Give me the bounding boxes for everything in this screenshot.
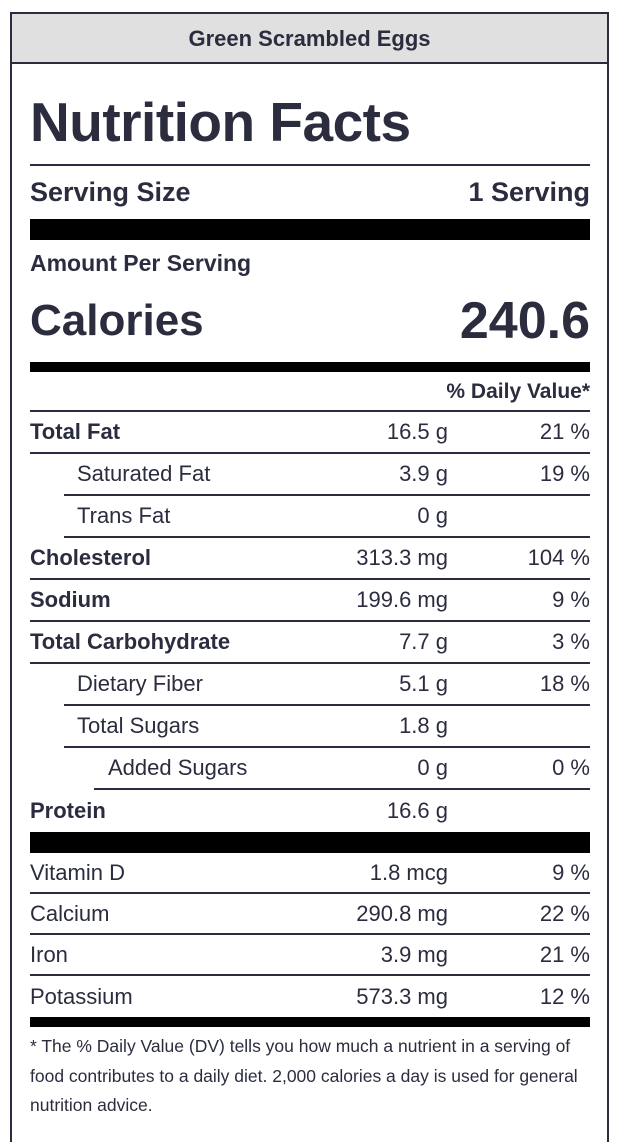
vitamin-amount: 290.8 mg (356, 900, 448, 926)
nutrient-row-added-sugars: Added Sugars 0 g 0 % (94, 748, 590, 790)
medium-divider (30, 1017, 590, 1027)
nutrient-daily-value: 18 % (539, 671, 590, 696)
nutrient-amount: 16.6 g (386, 798, 448, 823)
nutrient-name: Saturated Fat (77, 461, 211, 486)
recipe-title: Green Scrambled Eggs (12, 14, 607, 64)
nutrient-amount: 5.1 g (399, 671, 448, 696)
nutrient-row-trans-fat: Trans Fat 0 g (64, 496, 590, 538)
nutrient-amount: 7.7 g (399, 629, 448, 654)
vitamin-daily-value: 9 % (552, 859, 590, 885)
daily-value-footnote: * The % Daily Value (DV) tells you how m… (30, 1036, 578, 1115)
nutrient-amount: 0 g (417, 755, 448, 780)
nutrient-name: Cholesterol (30, 545, 152, 570)
nutrient-row-sodium: Sodium 199.6 mg 9 % (30, 580, 590, 622)
nutrient-daily-value: 21 % (539, 419, 590, 444)
medium-divider (30, 362, 590, 372)
vitamin-name: Vitamin D (30, 859, 125, 885)
nutrient-amount: 313.3 mg (356, 545, 448, 570)
nutrient-name: Total Sugars (77, 713, 200, 738)
serving-size-label: Serving Size (30, 177, 191, 207)
vitamin-daily-value: 12 % (539, 983, 590, 1009)
nutrient-row-total-carbohydrate: Total Carbohydrate 7.7 g 3 % (30, 622, 590, 664)
vitamin-row-potassium: Potassium 573.3 mg 12 % (30, 976, 590, 1017)
divider (30, 164, 590, 166)
nutrient-amount: 199.6 mg (356, 587, 448, 612)
nutrient-name: Total Fat (30, 419, 121, 444)
nutrient-amount: 3.9 g (399, 461, 448, 486)
vitamin-amount: 573.3 mg (356, 983, 448, 1009)
nutrient-daily-value: 104 % (527, 545, 590, 570)
nutrient-name: Dietary Fiber (77, 671, 203, 696)
nutrient-daily-value: 3 % (552, 629, 590, 654)
vitamin-daily-value: 21 % (539, 941, 590, 967)
nutrient-daily-value: 9 % (552, 587, 590, 612)
serving-size-value: 1 Serving (468, 177, 590, 207)
nutrient-row-protein: Protein 16.6 g (30, 790, 590, 832)
nutrient-name: Trans Fat (77, 503, 171, 528)
nutrient-amount: 1.8 g (399, 713, 448, 738)
thick-divider (30, 832, 590, 853)
daily-value-header: % Daily Value* (30, 372, 590, 412)
vitamin-amount: 3.9 mg (380, 941, 448, 967)
nutrient-amount: 0 g (417, 503, 448, 528)
vitamin-daily-value: 22 % (539, 900, 590, 926)
vitamin-name: Potassium (30, 983, 133, 1009)
thick-divider (30, 219, 590, 240)
nutrient-amount: 16.5 g (386, 419, 448, 444)
amount-per-serving: Amount Per Serving (30, 250, 252, 276)
nutrition-facts-title: Nutrition Facts (30, 91, 411, 153)
nutrition-label: Green Scrambled Eggs Nutrition Facts Ser… (10, 12, 609, 1142)
nutrient-daily-value: 19 % (539, 461, 590, 486)
vitamin-row-vitamin-d: Vitamin D 1.8 mcg 9 % (30, 853, 590, 894)
nutrient-row-cholesterol: Cholesterol 313.3 mg 104 % (30, 538, 590, 580)
label-body: Nutrition Facts Serving Size 1 Serving A… (12, 94, 607, 1121)
nutrient-name: Protein (30, 798, 106, 823)
vitamin-row-calcium: Calcium 290.8 mg 22 % (30, 894, 590, 935)
vitamin-row-iron: Iron 3.9 mg 21 % (30, 935, 590, 976)
serving-size-row: Serving Size 1 Serving (30, 166, 590, 219)
calories-row: Calories 240.6 (30, 280, 590, 362)
nutrient-row-total-fat: Total Fat 16.5 g 21 % (30, 412, 590, 454)
nutrient-row-saturated-fat: Saturated Fat 3.9 g 19 % (64, 454, 590, 496)
calories-value: 240.6 (459, 292, 590, 350)
nutrient-row-dietary-fiber: Dietary Fiber 5.1 g 18 % (64, 664, 590, 706)
calories-label: Calories (30, 296, 204, 345)
nutrient-name: Sodium (30, 587, 111, 612)
vitamin-name: Calcium (30, 900, 110, 926)
vitamin-amount: 1.8 mcg (369, 859, 448, 885)
vitamin-name: Iron (30, 941, 68, 967)
nutrient-row-total-sugars: Total Sugars 1.8 g (64, 706, 590, 748)
nutrient-daily-value: 0 % (552, 755, 590, 780)
nutrient-name: Total Carbohydrate (30, 629, 231, 654)
nutrient-name: Added Sugars (108, 755, 248, 780)
